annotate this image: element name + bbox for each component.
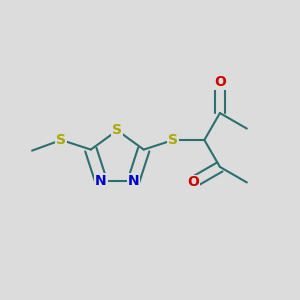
Text: O: O	[187, 176, 199, 189]
Text: S: S	[168, 133, 178, 147]
Text: S: S	[112, 123, 122, 137]
Text: O: O	[214, 75, 226, 89]
Text: S: S	[56, 133, 66, 147]
Text: N: N	[95, 174, 107, 188]
Text: N: N	[128, 174, 140, 188]
